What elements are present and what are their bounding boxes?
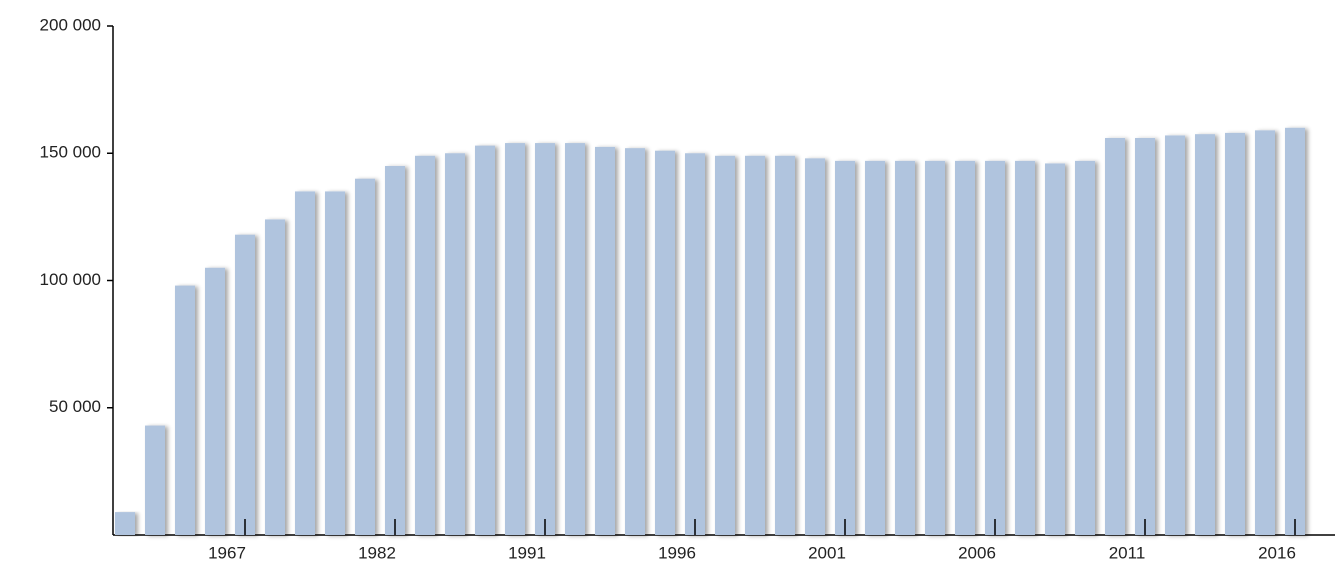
bar — [145, 425, 165, 535]
bar — [415, 155, 435, 536]
bar — [1285, 127, 1305, 536]
bar — [565, 143, 585, 535]
bar — [475, 145, 495, 536]
bar — [445, 153, 465, 535]
bar — [805, 158, 825, 535]
bar — [235, 234, 255, 535]
x-tick-label: 1991 — [508, 543, 546, 562]
bar — [925, 160, 945, 535]
bar — [295, 191, 315, 536]
x-tick-label: 2016 — [1258, 543, 1296, 562]
bar — [1135, 137, 1155, 536]
bar — [1225, 132, 1245, 535]
bar — [985, 160, 1005, 535]
y-tick-label: 200 000 — [40, 15, 101, 34]
bar — [1015, 160, 1035, 535]
y-tick-label: 150 000 — [40, 143, 101, 162]
bar — [505, 143, 525, 535]
x-tick-label: 1982 — [358, 543, 396, 562]
bar — [715, 155, 735, 536]
x-tick-label: 2001 — [808, 543, 846, 562]
bar — [775, 155, 795, 536]
x-tick-label: 1996 — [658, 543, 696, 562]
bar — [625, 148, 645, 535]
bar — [865, 160, 885, 535]
x-tick-label: 2006 — [958, 543, 996, 562]
bar — [1165, 135, 1185, 535]
bar — [175, 285, 195, 535]
bar — [595, 146, 615, 535]
y-tick-label: 50 000 — [49, 397, 101, 416]
bar — [835, 160, 855, 535]
bar — [1075, 160, 1095, 535]
bar — [1195, 134, 1215, 535]
bar — [385, 165, 405, 535]
bar — [115, 512, 135, 535]
bar — [655, 150, 675, 535]
bar — [325, 191, 345, 536]
bar — [895, 160, 915, 535]
x-tick-label: 2011 — [1109, 543, 1146, 562]
bar — [1045, 163, 1065, 535]
bar — [535, 143, 555, 535]
bar — [955, 160, 975, 535]
bar — [745, 155, 765, 536]
bar — [265, 219, 285, 536]
bar — [1255, 130, 1275, 535]
bar — [1105, 137, 1125, 536]
x-tick-label: 1967 — [208, 543, 246, 562]
y-tick-label: 100 000 — [40, 270, 101, 289]
bar — [355, 178, 375, 535]
bar — [685, 153, 705, 535]
bar — [205, 267, 225, 535]
